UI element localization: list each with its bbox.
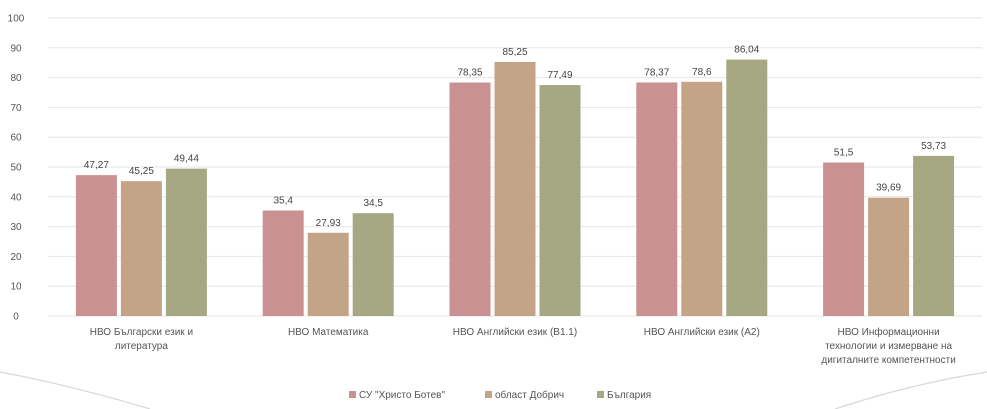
- bar: [539, 85, 581, 316]
- bar: [681, 81, 723, 316]
- y-tick-label: 30: [10, 222, 22, 233]
- decorative-curve-right: [834, 371, 987, 409]
- legend-swatch: [349, 391, 356, 398]
- data-label: 35,4: [273, 196, 293, 207]
- data-label: 78,37: [644, 67, 669, 78]
- bar: [913, 155, 955, 316]
- bar: [823, 162, 865, 316]
- x-tick-label: дигиталните компетентности: [821, 355, 955, 366]
- data-label: 51,5: [834, 148, 854, 159]
- x-tick-label: литература: [115, 341, 168, 352]
- data-labels: 47,27 45,25 49,44 35,4 27,93 34,5 78,35 85,25 77…: [84, 45, 947, 229]
- bars: [75, 59, 955, 316]
- legend-label: СУ "Христо Ботев": [359, 390, 445, 401]
- bar: [868, 197, 910, 316]
- x-tick-label: НВО Информационни: [838, 326, 940, 338]
- y-tick-label: 70: [10, 103, 22, 114]
- x-tick-label: технологии и измерване на: [825, 341, 952, 352]
- y-tick-label: 60: [10, 133, 22, 144]
- y-tick-label: 90: [10, 43, 22, 54]
- x-tick-label: НВО Английски език (В1.1): [453, 327, 577, 338]
- data-label: 47,27: [84, 160, 109, 171]
- y-tick-label: 80: [10, 73, 22, 84]
- data-label: 27,93: [316, 218, 341, 229]
- data-label: 49,44: [174, 154, 199, 165]
- y-tick-label: 0: [13, 312, 19, 323]
- data-label: 34,5: [363, 198, 383, 209]
- x-tick-label: НВО Български език и: [90, 327, 193, 338]
- y-tick-label: 100: [8, 14, 25, 25]
- data-label: 39,69: [876, 183, 901, 194]
- bar: [120, 181, 162, 316]
- legend: СУ "Христо Ботев" област Добрич България: [349, 389, 651, 401]
- data-label: 45,25: [129, 166, 154, 177]
- bar: [636, 82, 678, 316]
- y-tick-label: 20: [10, 252, 22, 263]
- bar: [726, 59, 768, 316]
- y-tick-label: 50: [10, 163, 22, 174]
- data-label: 78,35: [457, 68, 482, 79]
- y-tick-label: 40: [10, 192, 22, 203]
- legend-label: България: [607, 390, 651, 401]
- data-label: 86,04: [734, 45, 759, 56]
- bar: [449, 82, 491, 316]
- x-tick-label: НВО Английски език (А2): [644, 327, 760, 338]
- y-tick-label: 10: [10, 282, 22, 293]
- bar: [262, 210, 304, 316]
- bar: [307, 232, 349, 316]
- data-label: 85,25: [502, 47, 527, 58]
- bar: [352, 213, 394, 316]
- bar: [494, 61, 536, 316]
- legend-label: област Добрич: [495, 389, 564, 401]
- x-axis: НВО Български език и литература НВО Матема…: [90, 326, 956, 366]
- data-label: 78,6: [692, 67, 712, 78]
- data-label: 77,49: [547, 70, 572, 81]
- legend-swatch: [485, 391, 492, 398]
- y-axis: 0 10 20 30 40 50 60 70 80 90 100: [8, 14, 25, 323]
- x-tick-label: НВО Математика: [288, 327, 369, 338]
- legend-swatch: [597, 391, 604, 398]
- decorative-curve-left: [0, 371, 151, 409]
- bar: [165, 168, 207, 316]
- data-label: 53,73: [921, 141, 946, 152]
- bar: [75, 175, 117, 316]
